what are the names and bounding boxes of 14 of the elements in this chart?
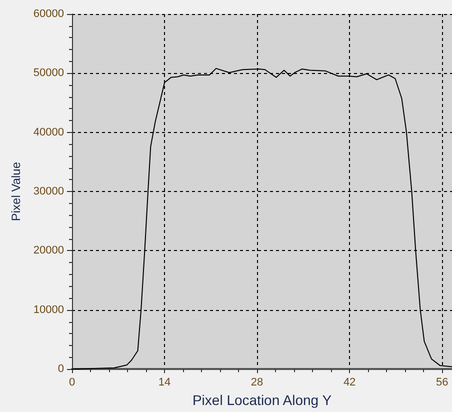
y-tick-label: 40000 — [33, 126, 64, 138]
x-axis-title: Pixel Location Along Y — [192, 392, 332, 408]
y-axis-title: Pixel Value — [9, 162, 23, 222]
x-tick-label: 28 — [250, 376, 264, 389]
x-tick-label: 14 — [158, 376, 171, 389]
y-tick-label: 20000 — [33, 244, 64, 257]
x-tick-label: 42 — [343, 376, 356, 389]
y-tick-label: 50000 — [33, 67, 64, 80]
y-tick-label: 30000 — [33, 186, 64, 198]
y-tick-label: 0 — [58, 363, 64, 376]
y-tick-label: 60000 — [33, 8, 64, 20]
y-tick-label: 10000 — [33, 304, 64, 316]
x-tick-label: 56 — [436, 376, 448, 389]
x-tick-label: 0 — [68, 376, 76, 389]
